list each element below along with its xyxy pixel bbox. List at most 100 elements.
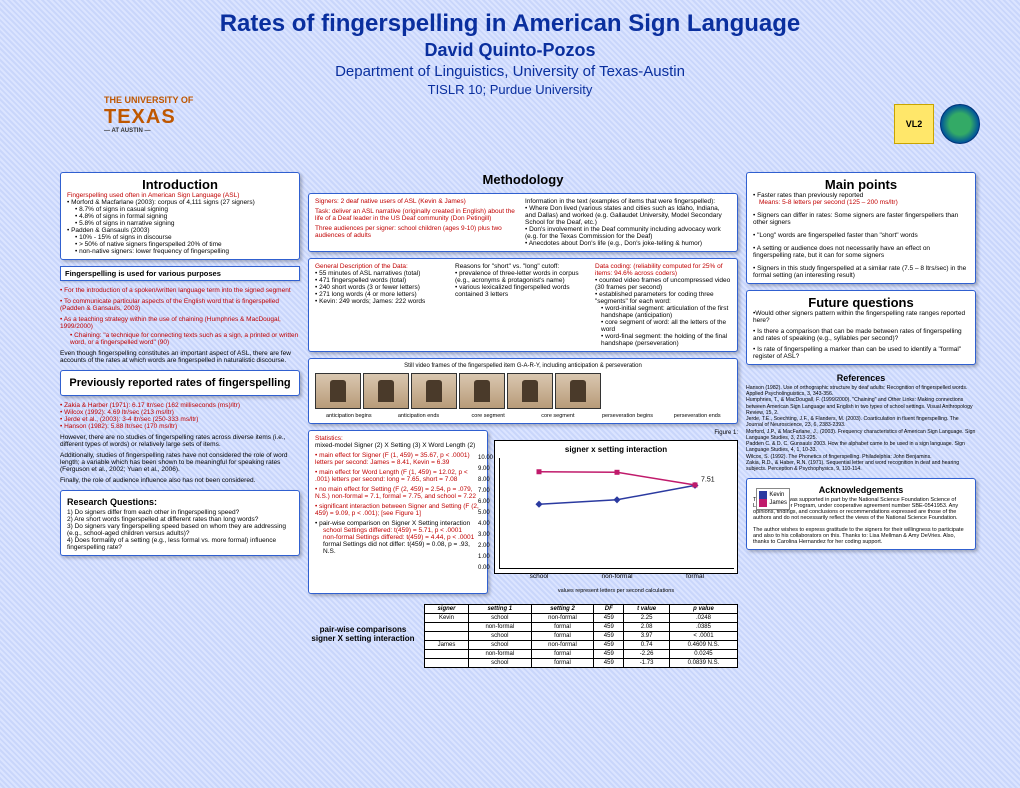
gdd-h: General Description of the Data:: [315, 263, 451, 270]
table-row: pair-wise comparisons signer X setting i…: [308, 600, 738, 668]
svg-text:7.51: 7.51: [701, 476, 715, 483]
box-main-points: Main points • Faster rates than previous…: [746, 172, 976, 284]
box-intro: Introduction Fingerspelling used often i…: [60, 172, 300, 260]
pc-head: • pair-wise comparison on Signer X Setti…: [315, 520, 481, 527]
strip-caption: Still video frames of the fingerspelled …: [315, 363, 731, 369]
box-future-q: Future questions •Would other signers pa…: [746, 290, 976, 365]
video-strip: [315, 373, 731, 409]
method-right: Information in the text (examples of ite…: [525, 198, 731, 247]
chart-note: values represent letters per second calc…: [494, 588, 738, 594]
purpose-list: • For the introduction of a spoken/writt…: [60, 287, 300, 364]
r1: • Zakia & Harber (1971): 6.17 ltr/sec (1…: [60, 402, 300, 409]
mp1: • Faster rates than previously reported: [753, 192, 969, 199]
method-left: Signers: 2 deaf native users of ASL (Kev…: [315, 198, 521, 247]
dc-h: Data coding: (reliability computed for 2…: [595, 263, 731, 277]
p3a: • Chaining: "a technique for connecting …: [70, 332, 300, 346]
r2: • Wilcox (1992): 4.69 ltr/sec (213 ms/lt…: [60, 409, 300, 416]
frame-4: [459, 373, 505, 409]
r3: • Jerde et al., (2003): 3-4 ltr/sec (250…: [60, 416, 300, 423]
box-stats: Statistics: mixed-model Signer (2) X Set…: [308, 430, 488, 594]
prev-heading: Previously reported rates of fingerspell…: [67, 377, 293, 389]
col-mid: Methodology Signers: 2 deaf native users…: [308, 172, 738, 774]
s2: • main effect for Word Length (F (1, 459…: [315, 469, 481, 483]
chart-wrap: signer x setting interaction 0.001.002.0…: [494, 440, 738, 574]
intro-b2: • Padden & Gansauls (2003): [67, 227, 293, 234]
frame-3: [411, 373, 457, 409]
stats-table: signersetting 1setting 2DFt valuep value…: [424, 604, 738, 668]
rnote1: However, there are no studies of fingers…: [60, 434, 300, 448]
reason1: • prevalence of three-letter words in co…: [455, 270, 591, 284]
cap4: perseveration begins: [594, 413, 662, 419]
p2: • To communicate particular aspects of t…: [60, 298, 300, 312]
intro-b1b: • 4.8% of signs in formal signing: [75, 213, 293, 220]
fq-heading: Future questions: [753, 295, 969, 310]
signers: Signers: 2 deaf native users of ASL (Kev…: [315, 198, 521, 205]
rq2: 2) Are short words fingerspelled at diff…: [67, 516, 293, 523]
pc2: non-formal Settings differed: t(459) = 4…: [323, 534, 481, 541]
rq3: 3) Do signers vary fingerspelling speed …: [67, 523, 293, 537]
intro-b1: • Morford & Macfarlane (2003): corpus of…: [67, 199, 293, 206]
dc2a: • word-initial segment: articulation of …: [601, 305, 731, 319]
box-method: Signers: 2 deaf native users of ASL (Kev…: [308, 193, 738, 252]
gdd3: • 240 short words (3 or fewer letters): [315, 284, 451, 291]
gdd5: • Kevin: 249 words; James: 222 words: [315, 298, 451, 305]
task: Task: deliver an ASL narrative (original…: [315, 208, 521, 222]
header: Rates of fingerspelling in American Sign…: [0, 0, 1020, 101]
references-text: Hanson (1982). Use of orthographic struc…: [746, 385, 976, 472]
gdd1: • 55 minutes of ASL narratives (total): [315, 270, 451, 277]
col-left: Introduction Fingerspelling used often i…: [60, 172, 300, 774]
logo-ut-austin: THE UNIVERSITY OF TEXAS — AT AUSTIN —: [104, 96, 204, 138]
mp5: • Signers in this study fingerspelled at…: [753, 265, 969, 279]
chart-title: signer x setting interaction: [499, 445, 733, 454]
data-coding: Data coding: (reliability computed for 2…: [595, 263, 731, 347]
box-prev-rates: Previously reported rates of fingerspell…: [60, 370, 300, 396]
gdd2: • 471 fingerspelled words (total): [315, 277, 451, 284]
logos-right: VL2: [894, 104, 980, 144]
mp2: • Signers can differ in rates: Some sign…: [753, 212, 969, 226]
logo-vl2: VL2: [894, 104, 934, 144]
stats-h: Statistics:: [315, 435, 481, 442]
logo-line3: — AT AUSTIN —: [104, 128, 204, 135]
gdd: General Description of the Data: • 55 mi…: [315, 263, 451, 347]
pc1: school Settings differed: t(459) = 5.71,…: [323, 527, 481, 534]
fq2: • Is there a comparison that can be made…: [753, 328, 969, 342]
intro-heading: Introduction: [67, 177, 293, 192]
rq-heading: Research Questions:: [67, 497, 293, 507]
dc2c: • word-final segment: the holding of the…: [601, 333, 731, 347]
stats-model: mixed-model Signer (2) X Setting (3) X W…: [315, 442, 481, 449]
cap1: anticipation ends: [385, 413, 453, 419]
p-note: Even though fingerspelling constitutes a…: [60, 350, 300, 364]
intro-b1a: • 8.7% of signs in casual signing: [75, 206, 293, 213]
mp1a: Means: 5-8 letters per second (125 – 200…: [759, 199, 969, 206]
reason-h: Reasons for "short" vs. "long" cutoff:: [455, 263, 591, 270]
intro-b1c: • 5.8% of signs in narrative signing: [75, 220, 293, 227]
title: Rates of fingerspelling in American Sign…: [120, 10, 900, 38]
dc2b: • core segment of word: all the letters …: [601, 319, 731, 333]
logo-line1: THE UNIVERSITY OF: [104, 96, 204, 106]
pc3: formal Settings did not differ: t(459) =…: [323, 541, 481, 555]
s4: • significant interaction between Signer…: [315, 503, 481, 517]
col-right: Main points • Faster rates than previous…: [746, 172, 976, 774]
dc2: • established parameters for coding thre…: [595, 291, 731, 305]
audiences: Three audiences per signer: school child…: [315, 225, 521, 239]
department: Department of Linguistics, University of…: [120, 63, 900, 80]
stats-chart-row: Statistics: mixed-model Signer (2) X Set…: [308, 430, 738, 594]
rq1: 1) Do signers differ from each other in …: [67, 509, 293, 516]
body-grid: Introduction Fingerspelling used often i…: [60, 172, 990, 774]
cap0: anticipation begins: [315, 413, 383, 419]
r4: • Hanson (1982): 5.88 ltr/sec (170 ms/lt…: [60, 423, 300, 430]
s3: • no main effect for Setting (F (2, 459)…: [315, 486, 481, 500]
logo-nsf: [940, 104, 980, 144]
frame-1: [315, 373, 361, 409]
prev-rates-list: • Zakia & Harber (1971): 6.17 ltr/sec (1…: [60, 402, 300, 484]
cap2: core segment: [454, 413, 522, 419]
cap5: perseveration ends: [663, 413, 731, 419]
intro-b2b: • > 50% of native signers fingerspelled …: [75, 241, 293, 248]
mp-heading: Main points: [753, 177, 969, 192]
line-chart: 0.001.002.003.004.005.006.007.008.009.00…: [499, 458, 734, 569]
info-h: Information in the text (examples of ite…: [525, 198, 731, 205]
s1: • main effect for Signer (F (1, 459) = 3…: [315, 452, 481, 466]
cap3: core segment: [524, 413, 592, 419]
rnote3: Finally, the role of audience influence …: [60, 477, 300, 484]
ref-heading: References: [746, 373, 976, 383]
